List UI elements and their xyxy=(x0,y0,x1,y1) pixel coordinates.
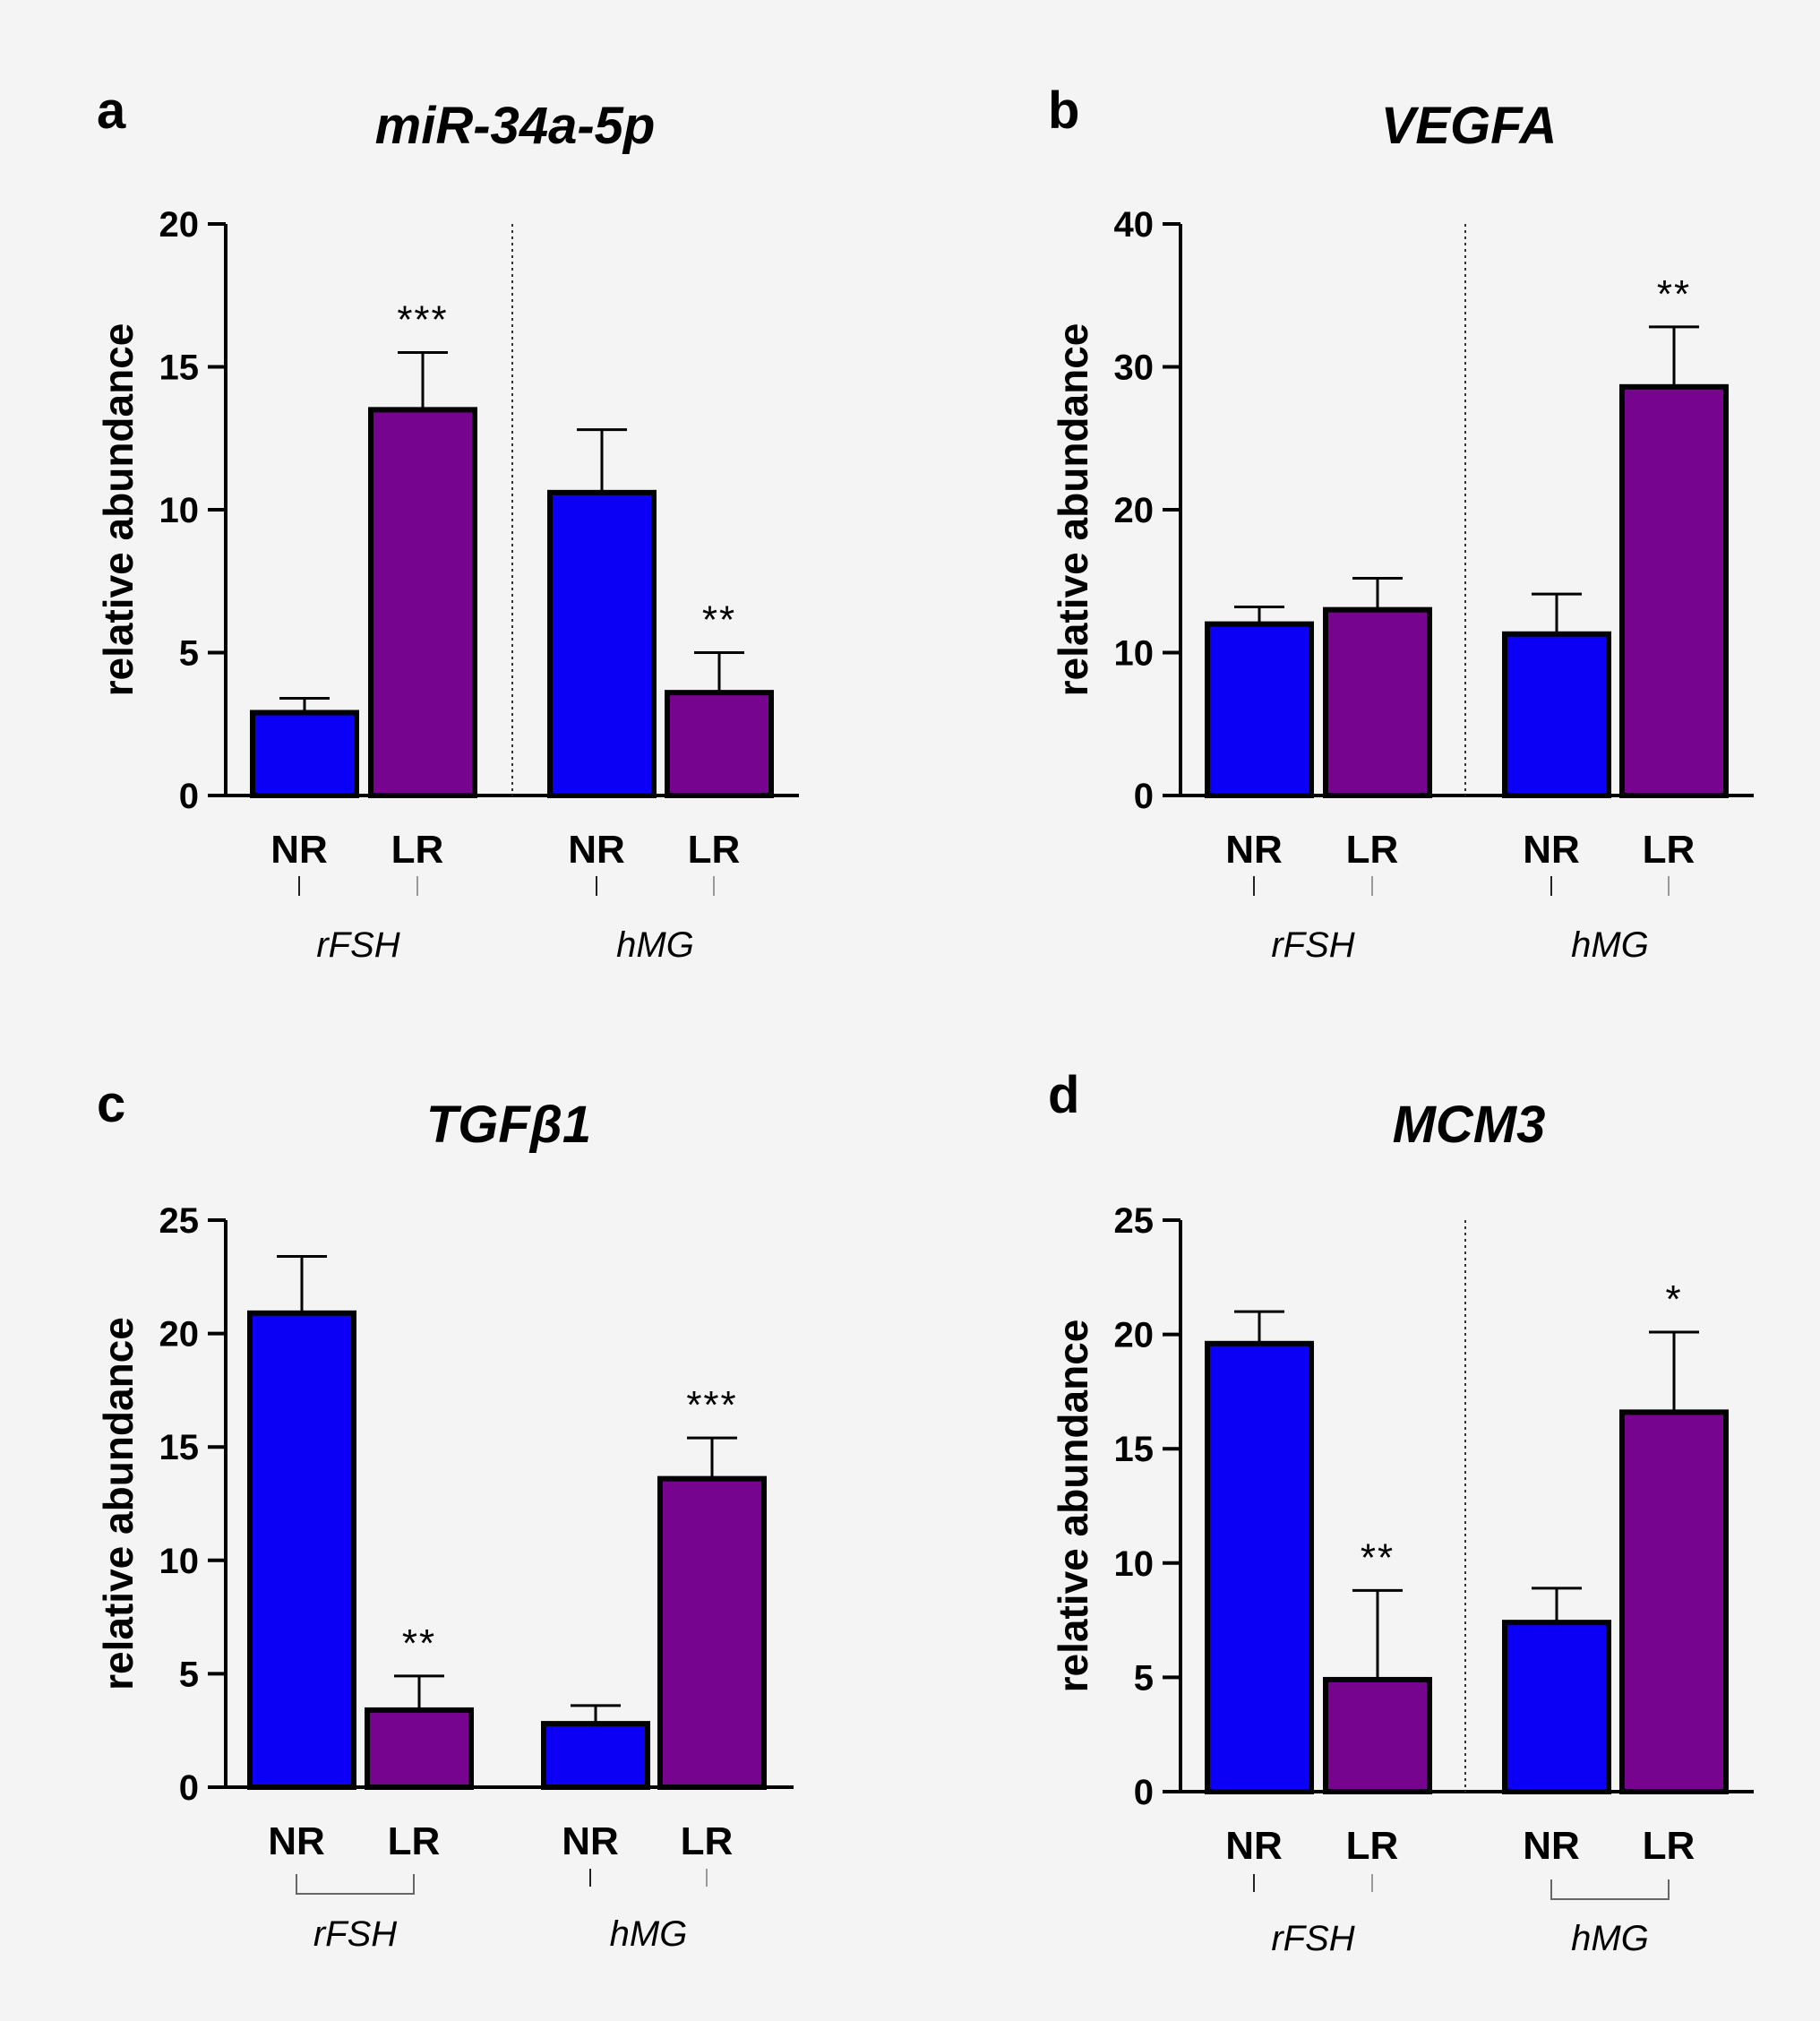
y-tick-label: 15 xyxy=(159,348,200,388)
bar-lr-hmg xyxy=(665,690,774,798)
y-axis-label: relative abundance xyxy=(1050,323,1096,697)
x-tick-label: LR xyxy=(688,828,741,872)
significance-marker: *** xyxy=(397,298,448,342)
bar-nr-hmg xyxy=(541,1721,650,1790)
significance-marker: *** xyxy=(686,1383,737,1427)
bar-nr-hmg xyxy=(1502,631,1611,799)
bar-nr-rfsh xyxy=(247,1310,356,1790)
chart-title: TGFβ1 xyxy=(426,1096,591,1154)
group-label-rfsh: rFSH xyxy=(1271,925,1354,965)
x-tick-label: LR xyxy=(1346,1824,1399,1868)
bar-nr-rfsh xyxy=(1205,1340,1314,1794)
x-tick-label: LR xyxy=(1643,1824,1696,1868)
x-tick-label: NR xyxy=(1523,828,1580,872)
y-tick-label: 5 xyxy=(179,1655,199,1694)
x-tick-label: LR xyxy=(388,1819,441,1863)
x-tick-label: NR xyxy=(568,828,625,872)
bar-lr-hmg xyxy=(657,1475,767,1790)
bar-nr-hmg xyxy=(1502,1620,1611,1794)
x-tick-label: NR xyxy=(1523,1824,1580,1868)
y-tick-label: 15 xyxy=(1114,1430,1155,1469)
x-tick-label: NR xyxy=(1225,828,1283,872)
group-label-hmg: hMG xyxy=(616,925,694,965)
bar-lr-hmg xyxy=(1619,383,1729,798)
group-bracket xyxy=(1550,1879,1670,1900)
panel-b: b VEGFA relative abundance NR LR NR ** LR 0 10 20 3… xyxy=(1048,82,1754,965)
bar-nr-rfsh xyxy=(1205,621,1314,798)
bar-nr-hmg xyxy=(547,489,657,798)
y-tick-label: 20 xyxy=(159,205,200,245)
panel-letter: a xyxy=(97,82,126,140)
bar-nr-rfsh xyxy=(250,710,359,798)
y-tick-label: 25 xyxy=(159,1201,200,1241)
panel-letter: b xyxy=(1048,82,1079,140)
y-tick-label: 0 xyxy=(1134,777,1154,816)
y-axis-label: relative abundance xyxy=(1050,1320,1096,1693)
chart-title: miR-34a-5p xyxy=(375,97,656,155)
bar-lr-rfsh xyxy=(1323,606,1432,799)
y-axis-label: relative abundance xyxy=(95,1317,142,1690)
x-tick-label: NR xyxy=(270,828,328,872)
panel-c: c TGFβ1 relative abundance NR ** LR NR *** LR 0 5 1… xyxy=(95,1075,794,1954)
x-tick-label: LR xyxy=(391,828,444,872)
panel-letter: c xyxy=(97,1075,125,1133)
x-tick-label: LR xyxy=(681,1819,734,1863)
significance-marker: ** xyxy=(402,1621,436,1665)
y-tick-label: 10 xyxy=(159,491,200,530)
group-bracket xyxy=(296,1874,415,1895)
bar-lr-rfsh xyxy=(368,407,477,798)
y-tick-label: 15 xyxy=(159,1428,200,1467)
y-axis-label: relative abundance xyxy=(95,323,142,697)
y-tick-label: 0 xyxy=(179,777,199,816)
significance-marker: ** xyxy=(1657,272,1691,316)
y-tick-label: 10 xyxy=(1114,1544,1155,1584)
y-tick-label: 40 xyxy=(1114,205,1155,245)
y-tick-label: 20 xyxy=(1114,491,1155,530)
bar-lr-rfsh xyxy=(365,1707,474,1790)
group-label-rfsh: rFSH xyxy=(316,925,399,965)
y-tick-label: 30 xyxy=(1114,348,1155,388)
significance-marker: ** xyxy=(702,598,736,642)
y-tick-label: 5 xyxy=(1134,1658,1154,1698)
y-tick-label: 0 xyxy=(1134,1773,1154,1812)
chart-title: MCM3 xyxy=(1393,1096,1546,1154)
panel-d: d MCM3 relative abundance NR ** LR NR * LR 0 5 10 15… xyxy=(1048,1066,1754,1958)
x-tick-label: LR xyxy=(1346,828,1399,872)
bar-lr-rfsh xyxy=(1323,1676,1432,1795)
y-tick-label: 10 xyxy=(159,1542,200,1581)
y-tick-label: 25 xyxy=(1114,1201,1155,1241)
y-tick-label: 5 xyxy=(179,634,199,674)
panel-a: a miR-34a-5p relative abundance NR *** LR NR **… xyxy=(95,82,799,965)
y-tick-label: 20 xyxy=(159,1315,200,1354)
significance-marker: ** xyxy=(1361,1535,1395,1579)
group-label-rfsh: rFSH xyxy=(1271,1919,1354,1958)
group-label-hmg: hMG xyxy=(1571,1919,1649,1958)
x-tick-label: LR xyxy=(1643,828,1696,872)
bar-lr-hmg xyxy=(1619,1409,1729,1795)
group-label-hmg: hMG xyxy=(610,1914,688,1954)
y-tick-label: 0 xyxy=(179,1768,199,1808)
y-tick-label: 20 xyxy=(1114,1316,1155,1355)
x-tick-label: NR xyxy=(562,1819,619,1863)
x-tick-label: NR xyxy=(1225,1824,1283,1868)
y-tick-label: 10 xyxy=(1114,634,1155,674)
chart-title: VEGFA xyxy=(1381,97,1558,155)
group-label-hmg: hMG xyxy=(1571,925,1649,965)
significance-marker: * xyxy=(1665,1277,1682,1321)
group-label-rfsh: rFSH xyxy=(313,1914,397,1954)
x-tick-label: NR xyxy=(268,1819,325,1863)
panel-letter: d xyxy=(1048,1066,1079,1124)
